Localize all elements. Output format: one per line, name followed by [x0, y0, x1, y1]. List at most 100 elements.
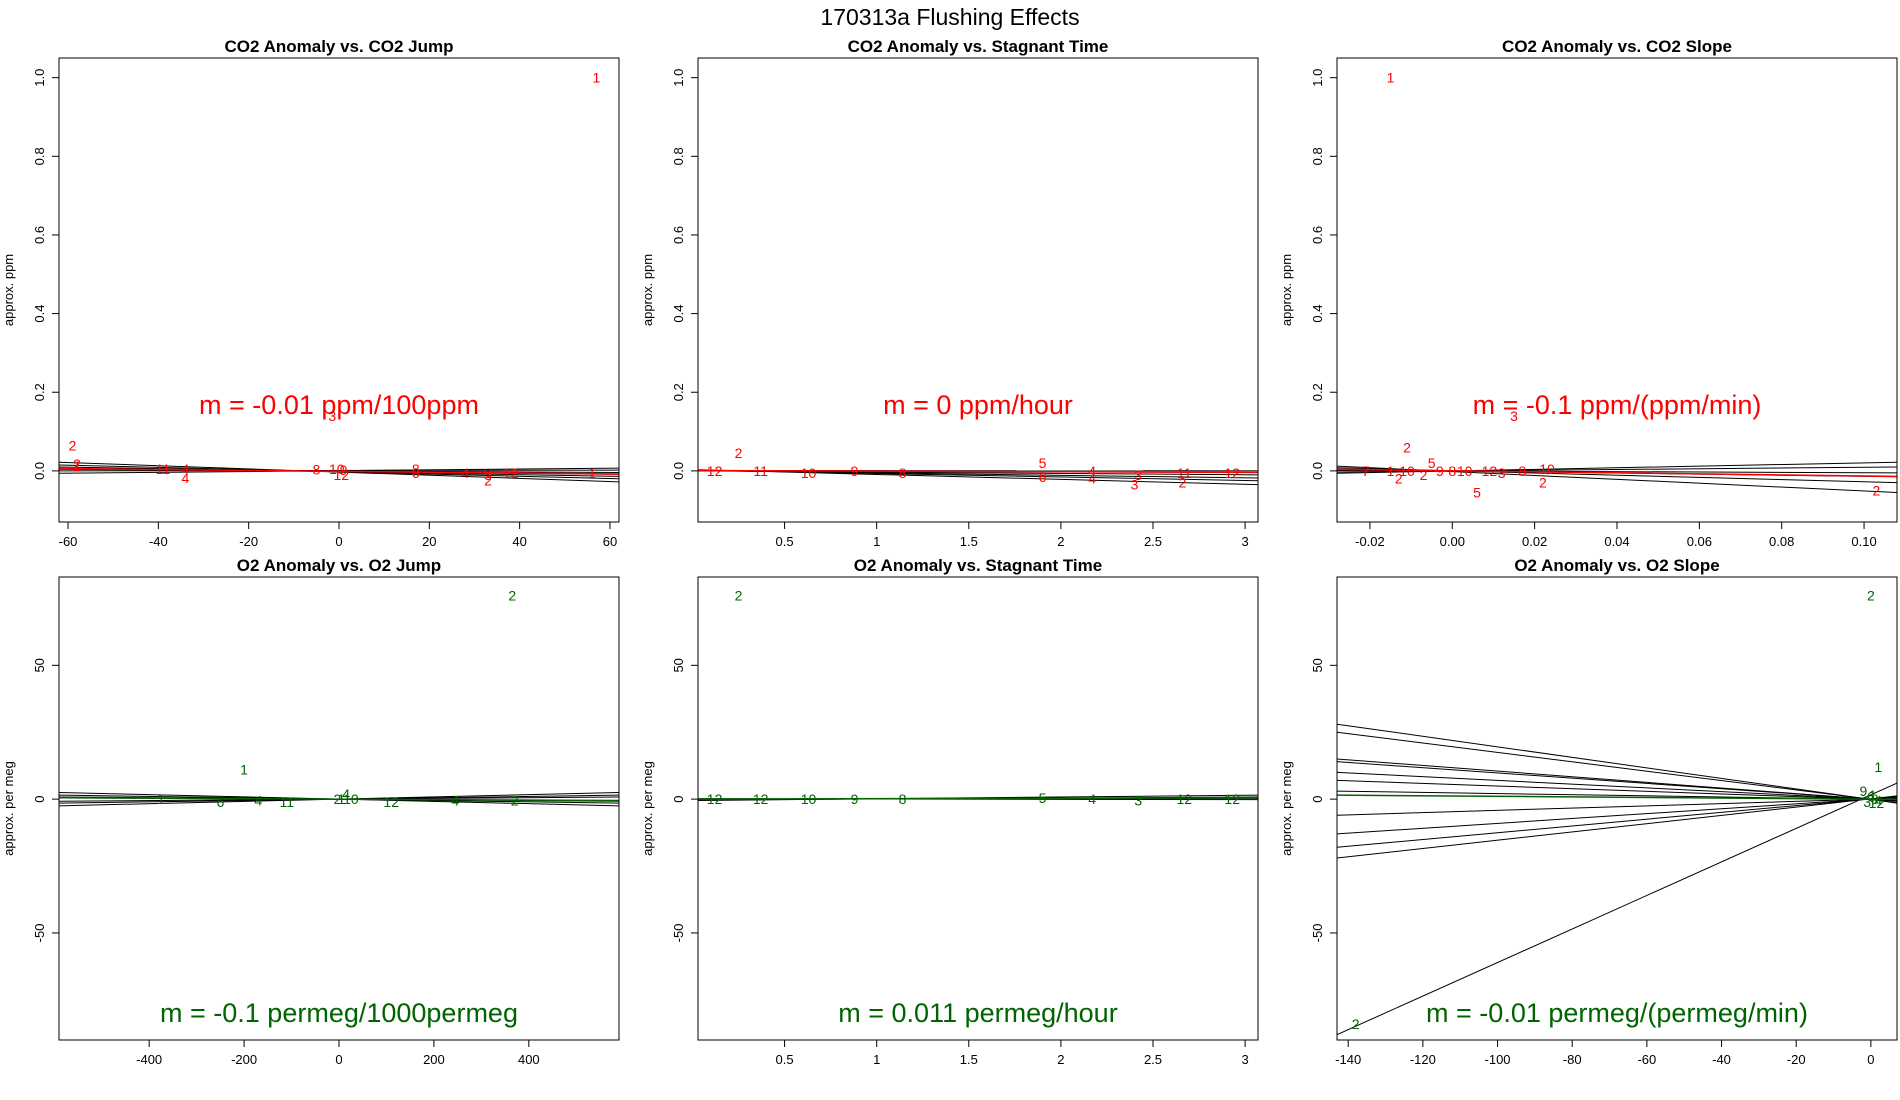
- fit-line: [1337, 795, 1897, 848]
- data-point-label: 1: [1869, 787, 1877, 803]
- x-tick-label: 0.5: [776, 534, 794, 549]
- x-tick-label: 2: [1057, 1052, 1064, 1067]
- data-point-label: 1: [157, 791, 165, 807]
- data-point-label: 4: [1088, 471, 1096, 487]
- data-point-label: 2: [508, 588, 516, 604]
- plot-frame: [58, 576, 620, 1041]
- main-fit-line: [698, 469, 1258, 474]
- data-point-label: 5: [1473, 485, 1481, 501]
- data-point-label: 12: [1482, 463, 1498, 479]
- x-tick-label: 0: [335, 534, 342, 549]
- y-tick-label: 0.4: [32, 305, 47, 323]
- y-tick-label: 0.6: [1310, 226, 1325, 244]
- plot-frame: [1336, 576, 1898, 1041]
- data-point-label: 7: [1362, 463, 1370, 479]
- panel-title: CO2 Anomaly vs. CO2 Jump: [225, 37, 454, 56]
- x-tick-label: -120: [1410, 1052, 1436, 1067]
- data-point-label: 12: [503, 465, 519, 481]
- y-tick-label: 0.4: [1310, 305, 1325, 323]
- x-tick-label: 40: [512, 534, 526, 549]
- panel-title: O2 Anomaly vs. O2 Jump: [237, 556, 441, 575]
- data-point-label: 1: [593, 70, 601, 86]
- slope-annotation: m = -0.01 ppm/100ppm: [199, 390, 479, 420]
- data-point-label: 4: [182, 470, 190, 486]
- data-point-label: 6: [216, 794, 224, 810]
- x-tick-label: -140: [1335, 1052, 1361, 1067]
- x-tick-label: 0.04: [1604, 534, 1629, 549]
- data-point-label: 9: [851, 791, 859, 807]
- y-tick-label: 0.6: [32, 226, 47, 244]
- fit-line: [1337, 795, 1897, 859]
- x-tick-label: 1: [873, 534, 880, 549]
- figure-title: 170313a Flushing Effects: [820, 4, 1080, 30]
- x-tick-label: 3: [1241, 1052, 1248, 1067]
- data-point-label: 6: [1039, 469, 1047, 485]
- x-tick-label: 2.5: [1144, 534, 1162, 549]
- main-fit-line: [59, 467, 619, 475]
- data-point-label: 8: [899, 465, 907, 481]
- data-point-label: 1: [1874, 759, 1882, 775]
- slope-annotation: m = -0.01 permeg/(permeg/min): [1426, 998, 1808, 1028]
- y-axis-label: approx. ppm: [640, 254, 655, 326]
- x-tick-label: 2: [1057, 534, 1064, 549]
- y-tick-label: -50: [1310, 924, 1325, 943]
- y-tick-label: 0.8: [32, 147, 47, 165]
- data-point-label: 3: [484, 467, 492, 483]
- data-point-label: 3: [1863, 794, 1871, 810]
- data-point-label: 2: [1867, 588, 1875, 604]
- data-point-label: 10: [1457, 463, 1473, 479]
- data-point-label: 4: [1088, 463, 1096, 479]
- x-tick-label: 1: [873, 1052, 880, 1067]
- x-tick-label: -20: [239, 534, 258, 549]
- data-point-label: 12: [383, 794, 399, 810]
- plot-frame: [1336, 57, 1898, 523]
- data-point-label: 5: [1428, 455, 1436, 471]
- panel-co2-stagnant: CO2 Anomaly vs. Stagnant Time approx. ppm…: [640, 37, 1259, 549]
- y-tick-label: 0.4: [671, 305, 686, 323]
- data-point-label: 8: [1518, 463, 1526, 479]
- data-point-label: 12: [753, 791, 769, 807]
- plot-frame: [697, 57, 1259, 523]
- main-fit-line: [1337, 468, 1897, 478]
- panel-o2-stagnant: O2 Anomaly vs. Stagnant Time approx. per …: [640, 556, 1259, 1067]
- y-tick-label: 1.0: [671, 69, 686, 87]
- data-point-label: 2: [484, 473, 492, 489]
- data-point-label: 10: [801, 465, 817, 481]
- x-tick-label: 0: [335, 1052, 342, 1067]
- data-point-label: 5: [1039, 455, 1047, 471]
- data-point-label: 1: [1387, 70, 1395, 86]
- data-point-label: 8: [899, 791, 907, 807]
- data-point-label: 3: [1498, 465, 1506, 481]
- y-tick-label: 0.8: [671, 147, 686, 165]
- y-tick-label: 0.0: [1310, 462, 1325, 480]
- fit-line: [1337, 796, 1897, 835]
- data-point-label: 9: [1860, 783, 1868, 799]
- data-point-label: 12: [333, 467, 349, 483]
- fit-line: [1337, 797, 1897, 816]
- data-point-label: 2: [1873, 483, 1881, 499]
- data-point-label: 2: [511, 792, 519, 808]
- data-point-label: 2: [1179, 475, 1187, 491]
- data-point-label: 10: [343, 791, 359, 807]
- y-tick-label: 0.6: [671, 226, 686, 244]
- fit-line: [1337, 731, 1897, 804]
- data-point-label: 2: [73, 456, 81, 472]
- y-tick-label: 1.0: [32, 69, 47, 87]
- data-point-label: 4: [462, 465, 470, 481]
- fit-line: [1337, 761, 1897, 802]
- fit-line: [1337, 782, 1897, 1036]
- data-point-label: 8: [1871, 791, 1879, 807]
- data-point-label: 2: [735, 445, 743, 461]
- data-point-label: 10: [1539, 461, 1555, 477]
- y-tick-label: 50: [671, 658, 686, 672]
- data-point-label: 2: [735, 588, 743, 604]
- x-tick-label: -0.02: [1355, 534, 1385, 549]
- y-tick-label: 0.0: [32, 462, 47, 480]
